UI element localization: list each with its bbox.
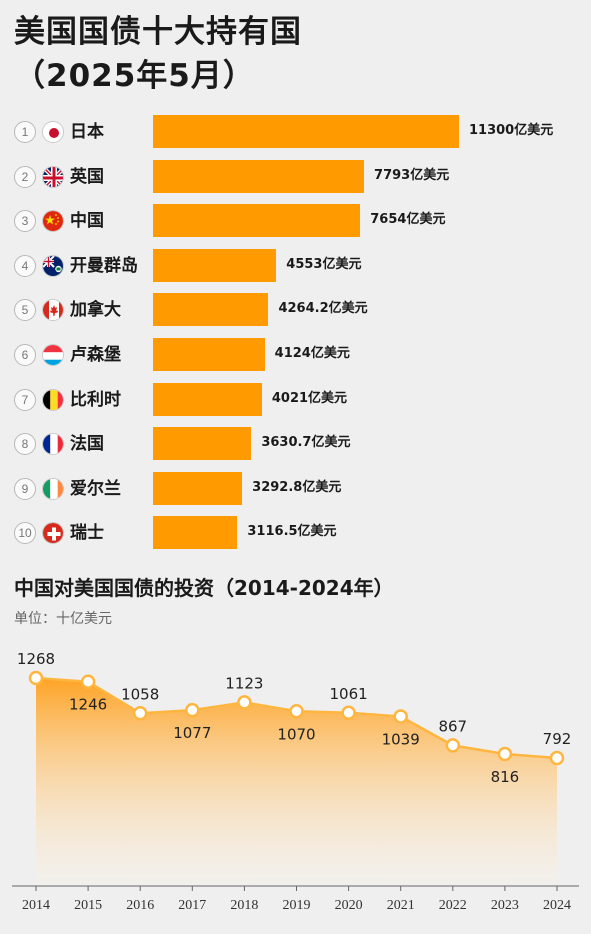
rank-badge: 9: [14, 477, 36, 500]
holding-bar: [153, 293, 269, 327]
holder-row: 10 瑞士 3116.5亿美元: [0, 513, 591, 551]
holding-bar: [153, 382, 262, 416]
x-tick-label: 2017: [178, 898, 206, 913]
japan-flag-icon: [42, 121, 64, 143]
holding-value-label: 4553亿美元: [286, 256, 362, 272]
canada-flag-icon: [42, 299, 64, 322]
holder-row: 4 开曼群岛 4553亿美元: [0, 246, 591, 284]
china-flag-icon: [42, 210, 64, 233]
trend-title: 中国对美国国债的投资（2014-2024年）: [14, 576, 394, 600]
x-tick-label: 2016: [126, 898, 154, 913]
rank-badge: 7: [14, 388, 36, 411]
data-label: 867: [438, 717, 467, 735]
rank-badge: 3: [14, 210, 36, 233]
holding-bar: [153, 338, 265, 371]
data-point: [393, 709, 408, 724]
ireland-flag-icon: [42, 477, 64, 500]
france-flag-icon: [42, 433, 64, 456]
data-point: [289, 704, 304, 719]
country-name: 日本: [70, 122, 104, 142]
country-name: 爱尔兰: [70, 478, 121, 499]
data-label: 816: [491, 768, 520, 786]
x-tick-label: 2019: [283, 898, 311, 913]
data-point: [28, 670, 44, 686]
data-label: 1039: [382, 730, 420, 748]
data-point: [341, 705, 356, 721]
x-tick-label: 2014: [22, 898, 50, 913]
country-name: 开曼群岛: [70, 255, 138, 276]
holder-row: 7 比利时 4021亿美元: [0, 380, 591, 418]
holding-bar: [153, 248, 277, 282]
holder-row: 3 中国 7654亿美元: [0, 201, 591, 239]
x-tick-label: 2021: [387, 898, 415, 913]
country-name: 卢森堡: [70, 345, 121, 365]
data-label: 1070: [277, 725, 315, 743]
holding-value-label: 3630.7亿美元: [261, 435, 351, 451]
switzerland-flag-icon: [42, 522, 64, 545]
data-label: 1061: [330, 685, 368, 703]
data-point: [185, 702, 200, 718]
country-name: 比利时: [70, 389, 121, 410]
holder-row: 9 爱尔兰 3292.8亿美元: [0, 469, 591, 507]
holder-row: 5 加拿大 4264.2亿美元: [0, 290, 591, 328]
rank-badge: 8: [14, 433, 36, 456]
x-tick-label: 2024: [543, 898, 571, 913]
country-name: 中国: [70, 211, 104, 232]
belgium-flag-icon: [42, 388, 64, 411]
data-point: [497, 746, 513, 762]
data-point: [80, 674, 96, 689]
data-label: 1268: [17, 650, 55, 668]
trend-unit: 单位：十亿美元: [14, 611, 112, 627]
holding-value-label: 4124亿美元: [274, 346, 350, 361]
country-name: 瑞士: [70, 523, 104, 544]
data-point: [237, 695, 252, 710]
holding-value-label: 7654亿美元: [370, 212, 446, 228]
holding-bar: [153, 516, 238, 550]
holding-bar: [153, 159, 365, 193]
holding-value-label: 4021亿美元: [271, 390, 348, 406]
x-tick-label: 2023: [491, 898, 519, 913]
holding-bar: [153, 204, 361, 238]
uk-flag-icon: [42, 165, 64, 188]
rank-badge: 4: [14, 254, 36, 277]
data-label: 1058: [121, 685, 159, 703]
data-label: 792: [543, 730, 572, 748]
holding-value-label: 7793亿美元: [374, 167, 450, 183]
rank-badge: 6: [14, 344, 36, 366]
rank-badge: 1: [14, 121, 36, 143]
luxembourg-flag-icon: [42, 344, 64, 366]
data-point: [549, 750, 565, 766]
x-tick-label: 2015: [74, 898, 102, 913]
holder-row: 1 日本 11300亿美元: [0, 112, 591, 150]
rank-badge: 5: [14, 299, 36, 322]
country-name: 法国: [70, 434, 104, 455]
cayman-flag-icon: [42, 254, 64, 277]
holding-bar: [153, 427, 252, 461]
data-label: 1123: [225, 674, 263, 692]
rank-badge: 10: [14, 522, 36, 545]
holder-row: 8 法国 3630.7亿美元: [0, 424, 591, 462]
holding-bar: [153, 471, 243, 505]
data-point: [445, 738, 461, 753]
country-name: 英国: [70, 166, 104, 187]
holder-row: 6 卢森堡 4124亿美元: [0, 335, 591, 373]
rank-badge: 2: [14, 165, 36, 188]
holder-row: 2 英国 7793亿美元: [0, 157, 591, 195]
data-point: [132, 706, 148, 721]
china-holdings-area-chart: 1268 1246 1058 1077 1123 1070 1061 1039 867 816 79…: [12, 650, 579, 913]
holding-value-label: 3116.5亿美元: [247, 524, 337, 540]
holding-value-label: 3292.8亿美元: [252, 479, 342, 495]
x-tick-label: 2020: [335, 898, 363, 913]
holding-bar: [153, 115, 459, 148]
area-fill: [36, 678, 557, 886]
data-label: 1246: [69, 696, 107, 714]
country-name: 加拿大: [70, 300, 121, 321]
page-subtitle: （2025年5月）: [14, 58, 255, 94]
x-tick-label: 2018: [230, 898, 258, 913]
x-tick-label: 2022: [439, 898, 467, 913]
holding-value-label: 4264.2亿美元: [278, 301, 368, 317]
data-label: 1077: [173, 724, 211, 742]
page-title: 美国国债十大持有国: [14, 14, 302, 50]
holding-value-label: 11300亿美元: [469, 123, 554, 138]
